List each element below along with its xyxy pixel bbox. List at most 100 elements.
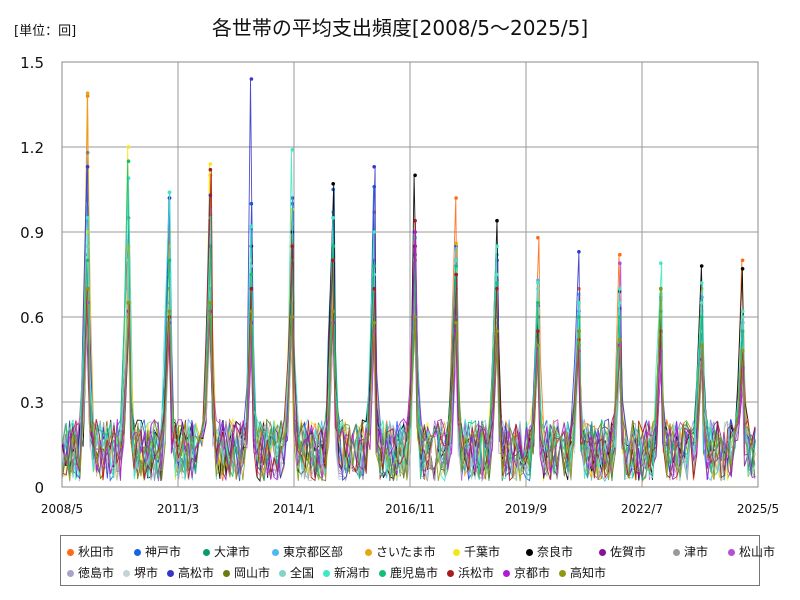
legend-item: 東京都区部 [272,543,343,560]
series-point [331,182,336,186]
series-point [126,159,131,163]
series-point [740,329,745,334]
legend-swatch [123,570,130,577]
series-point [454,320,458,325]
series-point [454,264,458,268]
series-point [331,244,336,248]
series-point [536,278,540,283]
legend-swatch [67,570,74,577]
legend-label: 高松市 [178,566,215,580]
legend-item: 高松市 [167,564,214,581]
y-tick-label: 0.9 [20,224,44,242]
series-point [454,196,458,200]
legend-item: 大津市 [203,543,250,560]
y-tick-label: 0.6 [20,309,44,327]
series-point [167,190,172,195]
legend-item: 岡山市 [223,564,270,581]
legend-swatch [453,549,460,556]
series-point [495,244,499,248]
legend-swatch [279,570,286,577]
legend-label: 岡山市 [234,566,271,580]
series-point [167,258,172,263]
series-point [618,315,622,319]
series-point [454,258,458,263]
legend-label: 徳島市 [78,566,115,580]
series-point [413,315,417,319]
legend-item: 京都市 [503,564,550,581]
legend-label: 全国 [290,566,315,580]
series-point [372,230,377,234]
series-point [413,173,417,178]
legend-item: 鹿児島市 [379,564,438,581]
series-point [208,162,213,166]
series-line-20 [61,288,756,482]
legend-swatch [728,549,735,556]
series-point [536,343,540,348]
series-point [740,267,745,271]
legend-swatch [223,570,230,577]
legend-swatch [365,549,372,556]
legend-item: 新潟市 [323,564,370,581]
series-point [454,241,458,246]
series-point [536,301,540,305]
legend-item: 秋田市 [67,543,114,560]
legend-label: 佐賀市 [610,545,647,559]
x-tick-label: 2011/3 [157,502,199,516]
legend-label: 浜松市 [458,566,495,580]
series-point [372,264,377,268]
legend-label: 神戸市 [145,545,182,559]
series-point [249,272,254,277]
series-point [577,301,581,305]
series-point [208,167,213,172]
legend-item: 津市 [673,543,708,560]
legend-label: 堺市 [134,566,159,580]
series-line-19 [62,231,756,481]
legend-swatch [203,549,210,556]
series-point [331,258,336,263]
y-tick-label: 1.5 [20,54,44,72]
legend-swatch [559,570,566,577]
x-tick-label: 2008/5 [41,502,83,516]
legend-label: 津市 [684,545,709,559]
series-line-18 [62,169,756,482]
legend-swatch [599,549,606,556]
legend-item: 奈良市 [526,543,573,560]
legend-swatch [134,549,141,556]
series-point [699,343,704,348]
legend-label: 秋田市 [78,545,115,559]
legend-label: 千葉市 [464,545,501,559]
legend-item: 千葉市 [453,543,500,560]
series-point [659,309,663,314]
series-point [577,329,581,334]
series-point [659,286,663,291]
series-point [85,286,90,291]
legend-swatch [323,570,330,577]
legend-item: 佐賀市 [599,543,646,560]
series-point [618,261,622,266]
legend-item: 神戸市 [134,543,181,560]
legend-label: 鹿児島市 [390,566,439,580]
x-tick-label: 2016/11 [385,502,435,516]
series-point [699,315,704,319]
series-point [372,165,377,169]
x-tick-label: 2019/9 [505,502,547,516]
series-point [290,315,295,319]
series-point [290,244,295,248]
legend-label: 京都市 [514,566,551,580]
series-point [208,244,213,248]
series-point [740,349,745,353]
series-point [413,218,417,223]
legend-item: 全国 [279,564,314,581]
legend-item: さいたま市 [365,543,436,560]
series-point [167,309,172,314]
legend-item: 高知市 [559,564,606,581]
y-tick-label: 0 [34,479,44,497]
series-point [249,77,254,81]
legend-item: 浜松市 [447,564,494,581]
legend-swatch [167,570,174,577]
series-point [372,286,377,291]
series-point [740,258,745,263]
series-point [249,309,254,314]
series-point [618,252,622,257]
series-point [331,216,336,220]
